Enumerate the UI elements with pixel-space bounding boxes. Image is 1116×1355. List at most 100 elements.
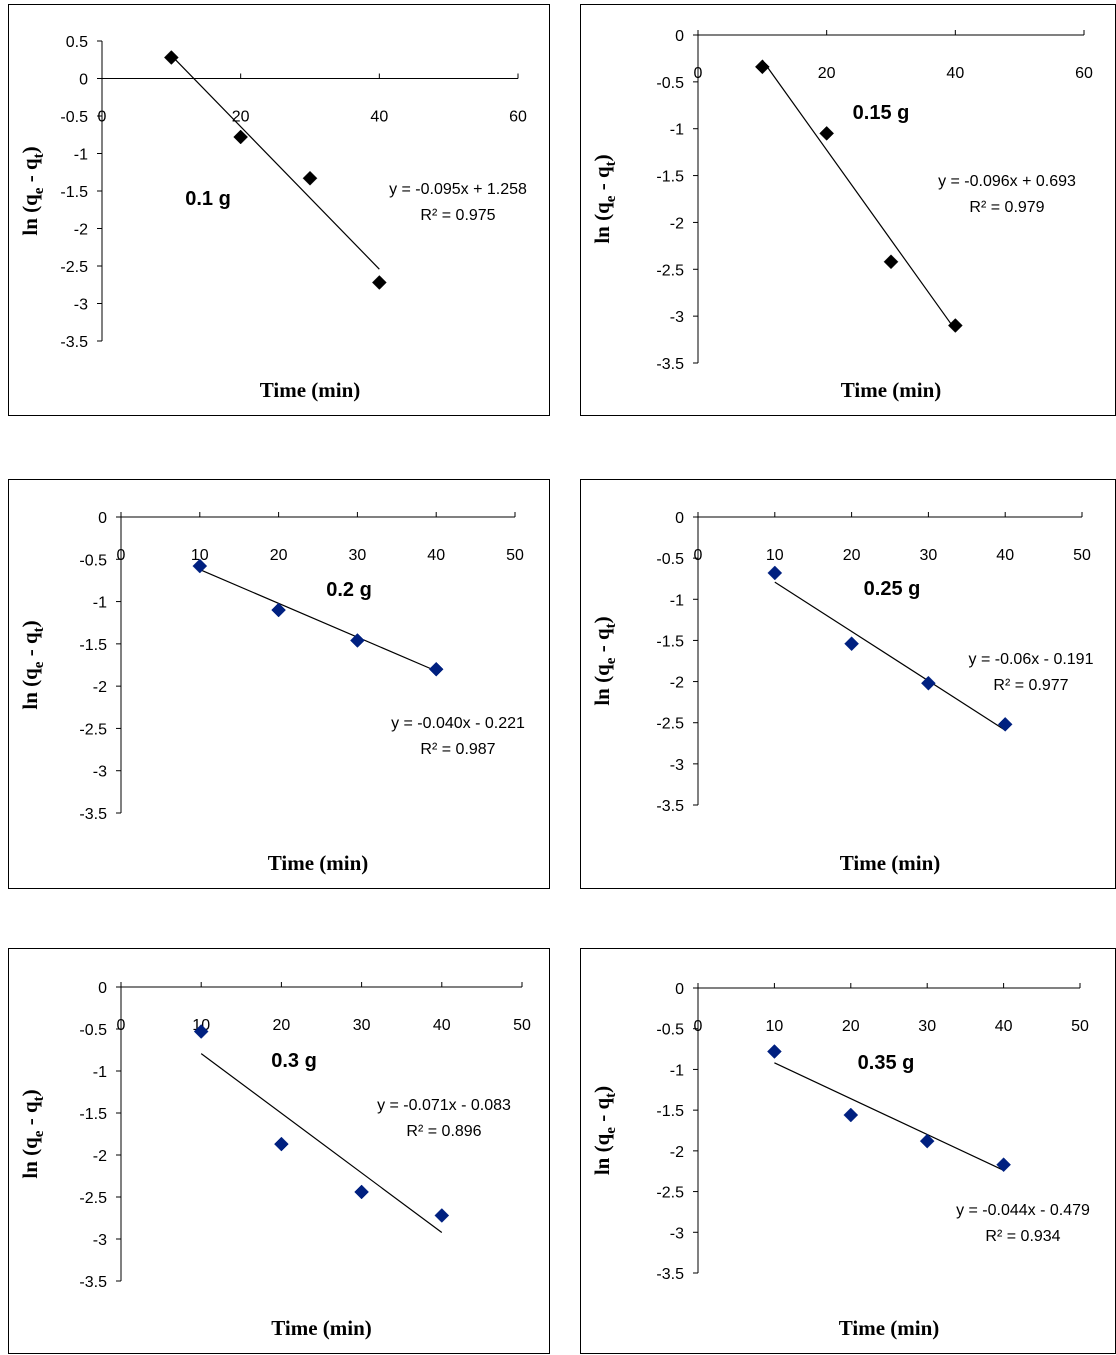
y-tick-label: 0	[98, 510, 107, 527]
y-tick-label: -3	[670, 309, 684, 326]
chart-svg-6: 0 -0.5 -1 -1.5 -2 -2.5 -3 -3.5 0 10 20 30 40 50 0.35 g…	[590, 981, 1090, 1340]
data-point	[192, 558, 208, 574]
y-tick-label: -0.5	[79, 1022, 107, 1039]
y-tick-label: -3	[93, 1232, 107, 1249]
x-tick-label: 40	[996, 547, 1014, 564]
y-tick-label: -3.5	[656, 356, 684, 373]
x-tick-label: 30	[918, 1018, 936, 1035]
data-point	[919, 1133, 935, 1149]
x-tick-label: 60	[1075, 65, 1093, 82]
x-axis-label: Time (min)	[839, 1316, 940, 1340]
data-point	[302, 170, 318, 186]
x-tick-label: 50	[506, 547, 524, 564]
x-tick-label: 0	[117, 1017, 126, 1034]
chart-svg-1: 0.5 0 -0.5 -1 -1.5 -2 -2.5 -3 -3.5 0 20 40 60 0.1 g y …	[18, 34, 527, 402]
data-point	[354, 1184, 369, 1200]
y-tick-label: -3.5	[60, 334, 88, 351]
x-axis-label: Time (min)	[840, 851, 941, 875]
chart-panel-1: 0.5 0 -0.5 -1 -1.5 -2 -2.5 -3 -3.5 0 20 40 60 0.1 g y …	[8, 4, 550, 416]
trendline-equation: y = -0.06x - 0.191	[969, 651, 1094, 668]
trendline-equation: y = -0.044x - 0.479	[956, 1202, 1090, 1219]
y-axis-label: ln (qe - qt)	[590, 1086, 619, 1175]
dosage-label: 0.3 g	[271, 1050, 317, 1072]
chart-svg-4: 0 -0.5 -1 -1.5 -2 -2.5 -3 -3.5 0 10 20 30 40 50 0.25 g…	[590, 510, 1094, 875]
r-squared: R² = 0.975	[420, 207, 495, 224]
y-tick-label: -0.5	[60, 109, 88, 126]
x-tick-label: 40	[946, 65, 964, 82]
y-tick-label: -2.5	[656, 716, 684, 733]
trendline	[200, 1053, 443, 1234]
y-tick-label: -3.5	[656, 1266, 684, 1283]
data-point	[371, 275, 387, 290]
y-tick-label: -3.5	[79, 1274, 107, 1291]
data-point	[767, 565, 783, 581]
y-tick-label: 0	[675, 510, 684, 527]
x-tick-label: 40	[433, 1017, 451, 1034]
data-point	[947, 318, 963, 333]
y-tick-label: -2.5	[79, 721, 107, 738]
x-tick-label: 20	[818, 65, 836, 82]
x-tick-label: 30	[353, 1017, 371, 1034]
y-tick-label: -2.5	[656, 262, 684, 279]
x-tick-label: 20	[232, 109, 250, 126]
y-axis-label: ln (qe - qt)	[18, 146, 47, 235]
y-tick-label: 0	[675, 28, 684, 45]
x-tick-label: 30	[920, 547, 938, 564]
r-squared: R² = 0.934	[985, 1228, 1060, 1245]
dosage-label: 0.1 g	[185, 188, 231, 210]
x-tick-label: 0	[694, 65, 703, 82]
x-tick-label: 10	[191, 547, 209, 564]
chart-panel-2: 0 -0.5 -1 -1.5 -2 -2.5 -3 -3.5 0 20 40 60 0.15 g y = …	[580, 4, 1116, 416]
y-tick-label: 0	[675, 981, 684, 998]
r-squared: R² = 0.979	[969, 199, 1044, 216]
chart-svg-3: 0 -0.5 -1 -1.5 -2 -2.5 -3 -3.5 0 10 20 30 40 50 0.2 g y…	[18, 510, 525, 875]
data-point	[754, 59, 770, 75]
x-axis-label: Time (min)	[268, 851, 369, 875]
data-point	[233, 129, 249, 145]
y-tick-label: -1.5	[79, 637, 107, 654]
trendline	[170, 54, 380, 270]
x-tick-label: 0	[694, 547, 703, 564]
data-point	[274, 1136, 289, 1152]
x-tick-label: 0	[98, 109, 107, 126]
x-tick-label: 50	[513, 1017, 531, 1034]
data-point	[767, 1044, 782, 1059]
x-axis-label: Time (min)	[841, 378, 942, 402]
y-axis-label: ln (qe - qt)	[590, 616, 619, 705]
y-tick-label: -2	[670, 215, 684, 232]
y-tick-label: -2	[74, 222, 88, 239]
y-tick-label: -3.5	[656, 798, 684, 815]
dosage-label: 0.15 g	[853, 102, 910, 124]
data-point	[883, 254, 899, 270]
x-tick-label: 10	[766, 1018, 784, 1035]
chart-svg-2: 0 -0.5 -1 -1.5 -2 -2.5 -3 -3.5 0 20 40 60 0.15 g y = …	[590, 28, 1093, 402]
y-tick-label: -2	[670, 1144, 684, 1161]
trendline	[774, 581, 1006, 731]
y-tick-label: -3	[670, 1225, 684, 1242]
y-tick-label: -1.5	[656, 1103, 684, 1120]
r-squared: R² = 0.977	[993, 677, 1068, 694]
x-tick-label: 20	[273, 1017, 291, 1034]
data-point	[271, 602, 286, 618]
y-tick-label: -2.5	[79, 1190, 107, 1207]
trendline	[761, 59, 956, 331]
y-tick-label: -2	[93, 679, 107, 696]
dosage-label: 0.35 g	[858, 1052, 915, 1074]
y-tick-label: -1.5	[60, 184, 88, 201]
x-tick-label: 20	[843, 547, 861, 564]
data-point	[428, 661, 444, 677]
x-tick-label: 30	[349, 547, 367, 564]
x-tick-label: 40	[427, 547, 445, 564]
x-tick-label: 0	[117, 547, 126, 564]
x-tick-label: 20	[842, 1018, 860, 1035]
chart-panel-4: 0 -0.5 -1 -1.5 -2 -2.5 -3 -3.5 0 10 20 30 40 50 0.25 g…	[580, 479, 1116, 889]
x-tick-label: 40	[995, 1018, 1013, 1035]
chart-panel-6: 0 -0.5 -1 -1.5 -2 -2.5 -3 -3.5 0 10 20 30 40 50 0.35 g…	[580, 948, 1116, 1354]
y-tick-label: 0.5	[66, 34, 88, 51]
trendline-equation: y = -0.096x + 0.693	[938, 173, 1076, 190]
y-tick-label: -1	[670, 592, 684, 609]
x-tick-label: 60	[509, 109, 527, 126]
trendline-equation: y = -0.071x - 0.083	[377, 1097, 511, 1114]
y-tick-label: -3	[670, 757, 684, 774]
y-tick-label: -1	[670, 122, 684, 139]
